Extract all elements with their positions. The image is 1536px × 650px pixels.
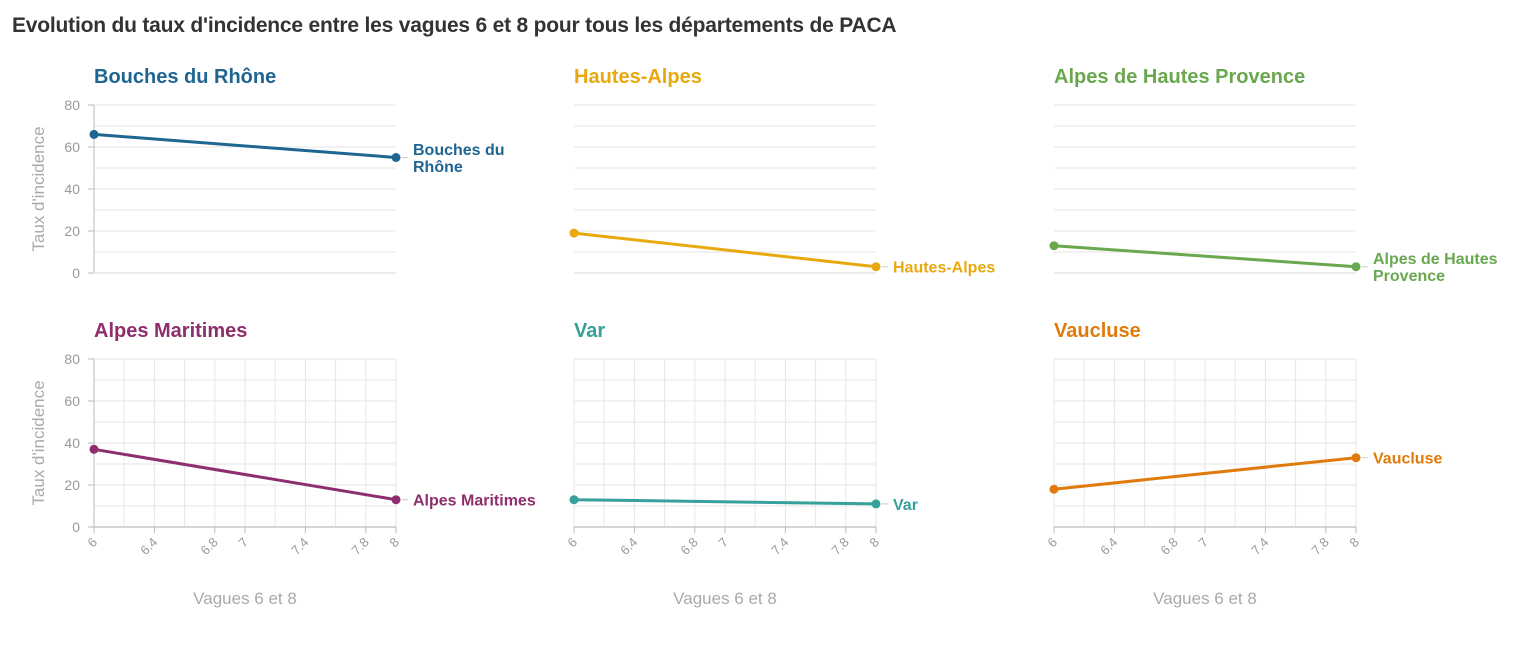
- data-point: [391, 153, 401, 162]
- x-axis-title: Vagues 6 et 8: [1153, 589, 1257, 608]
- data-point: [1049, 241, 1059, 251]
- x-tick-label: 7.8: [349, 535, 372, 558]
- series-end-label: Hautes-Alpes: [893, 260, 995, 277]
- series-line: [1052, 244, 1358, 269]
- data-point: [569, 228, 579, 238]
- facet-title: Hautes-Alpes: [574, 66, 702, 88]
- y-tick-label: 40: [64, 435, 80, 451]
- facet-title: Bouches du Rhône: [94, 66, 276, 88]
- data-point: [569, 495, 579, 505]
- facet-title: Vaucluse: [1054, 320, 1141, 342]
- x-tick-label: 7: [1195, 535, 1211, 551]
- x-tick-label: 7.4: [1248, 535, 1271, 558]
- facet-panel: Alpes Maritimes 0 20 40 60 80 Taux d'incidence…: [29, 320, 536, 608]
- data-point: [391, 495, 401, 505]
- series-line: [572, 498, 878, 506]
- x-axis-title: Vagues 6 et 8: [193, 589, 297, 608]
- series-line: [1052, 456, 1358, 491]
- y-tick-label: 40: [64, 181, 80, 197]
- y-tick-label: 0: [72, 519, 80, 535]
- series-end-label: Alpes Maritimes: [413, 493, 536, 510]
- x-tick-label: 8: [866, 535, 882, 551]
- x-tick-label: 6.8: [198, 535, 221, 558]
- x-tick-label: 6.8: [678, 535, 701, 558]
- series-end-label: Alpes de Hautes: [1373, 251, 1498, 268]
- x-tick-label: 8: [386, 535, 402, 551]
- y-tick-label: 20: [64, 223, 80, 239]
- x-tick-label: 7: [715, 535, 731, 551]
- y-axis-title: Taux d'incidence: [29, 380, 48, 505]
- series-end-label: Var: [893, 497, 918, 514]
- x-tick-label: 7.4: [288, 535, 311, 558]
- x-tick-label: 7.8: [829, 535, 852, 558]
- series-end-label: Rhône: [413, 159, 463, 176]
- x-tick-label: 6.8: [1158, 535, 1181, 558]
- y-tick-label: 0: [72, 265, 80, 281]
- data-point: [89, 129, 99, 139]
- series-end-label: Bouches du: [413, 142, 505, 159]
- x-axis-title: Vagues 6 et 8: [673, 589, 777, 608]
- facet-panel: Alpes de Hautes Provence Alpes de HautesP…: [1049, 66, 1498, 285]
- y-tick-label: 80: [64, 97, 80, 113]
- x-tick-label: 8: [1346, 535, 1362, 551]
- series-end-label: Provence: [1373, 268, 1445, 285]
- data-point: [871, 499, 881, 509]
- x-tick-label: 6: [564, 535, 580, 551]
- page-title: Evolution du taux d'incidence entre les …: [12, 14, 897, 37]
- x-tick-label: 7.4: [768, 535, 791, 558]
- facet-panel: Bouches du Rhône 0 20 40 60 80 Taux d'incidenc…: [29, 66, 505, 281]
- facet-panel: Hautes-Alpes Hautes-Alpes: [569, 66, 995, 277]
- y-tick-label: 60: [64, 393, 80, 409]
- facet-title: Alpes Maritimes: [94, 320, 247, 342]
- x-tick-label: 7: [235, 535, 251, 551]
- x-tick-label: 6.4: [1097, 535, 1120, 558]
- series-end-label: Vaucluse: [1373, 451, 1442, 468]
- x-tick-label: 7.8: [1309, 535, 1332, 558]
- x-tick-label: 6.4: [617, 535, 640, 558]
- series-line: [92, 447, 398, 502]
- y-tick-label: 80: [64, 351, 80, 367]
- series-line: [92, 132, 398, 159]
- data-point: [1351, 262, 1361, 272]
- data-point: [1049, 484, 1059, 494]
- facet-panel: Var 6 6.4 6.8 7 7.4 7.8 8 Vagues 6 et 8 Var: [564, 320, 918, 608]
- x-tick-label: 6: [1044, 535, 1060, 551]
- y-tick-label: 20: [64, 477, 80, 493]
- data-point: [871, 262, 881, 272]
- y-axis-title: Taux d'incidence: [29, 126, 48, 251]
- y-tick-label: 60: [64, 139, 80, 155]
- facet-panel: Vaucluse 6 6.4 6.8 7 7.4 7.8 8 Vagues 6 et 8 Vauc…: [1044, 320, 1442, 608]
- data-point: [89, 444, 99, 454]
- facet-title: Var: [574, 320, 605, 342]
- series-line: [572, 231, 878, 269]
- x-tick-label: 6.4: [137, 535, 160, 558]
- data-point: [1351, 453, 1361, 463]
- facet-title: Alpes de Hautes Provence: [1054, 66, 1305, 88]
- x-tick-label: 6: [84, 535, 100, 551]
